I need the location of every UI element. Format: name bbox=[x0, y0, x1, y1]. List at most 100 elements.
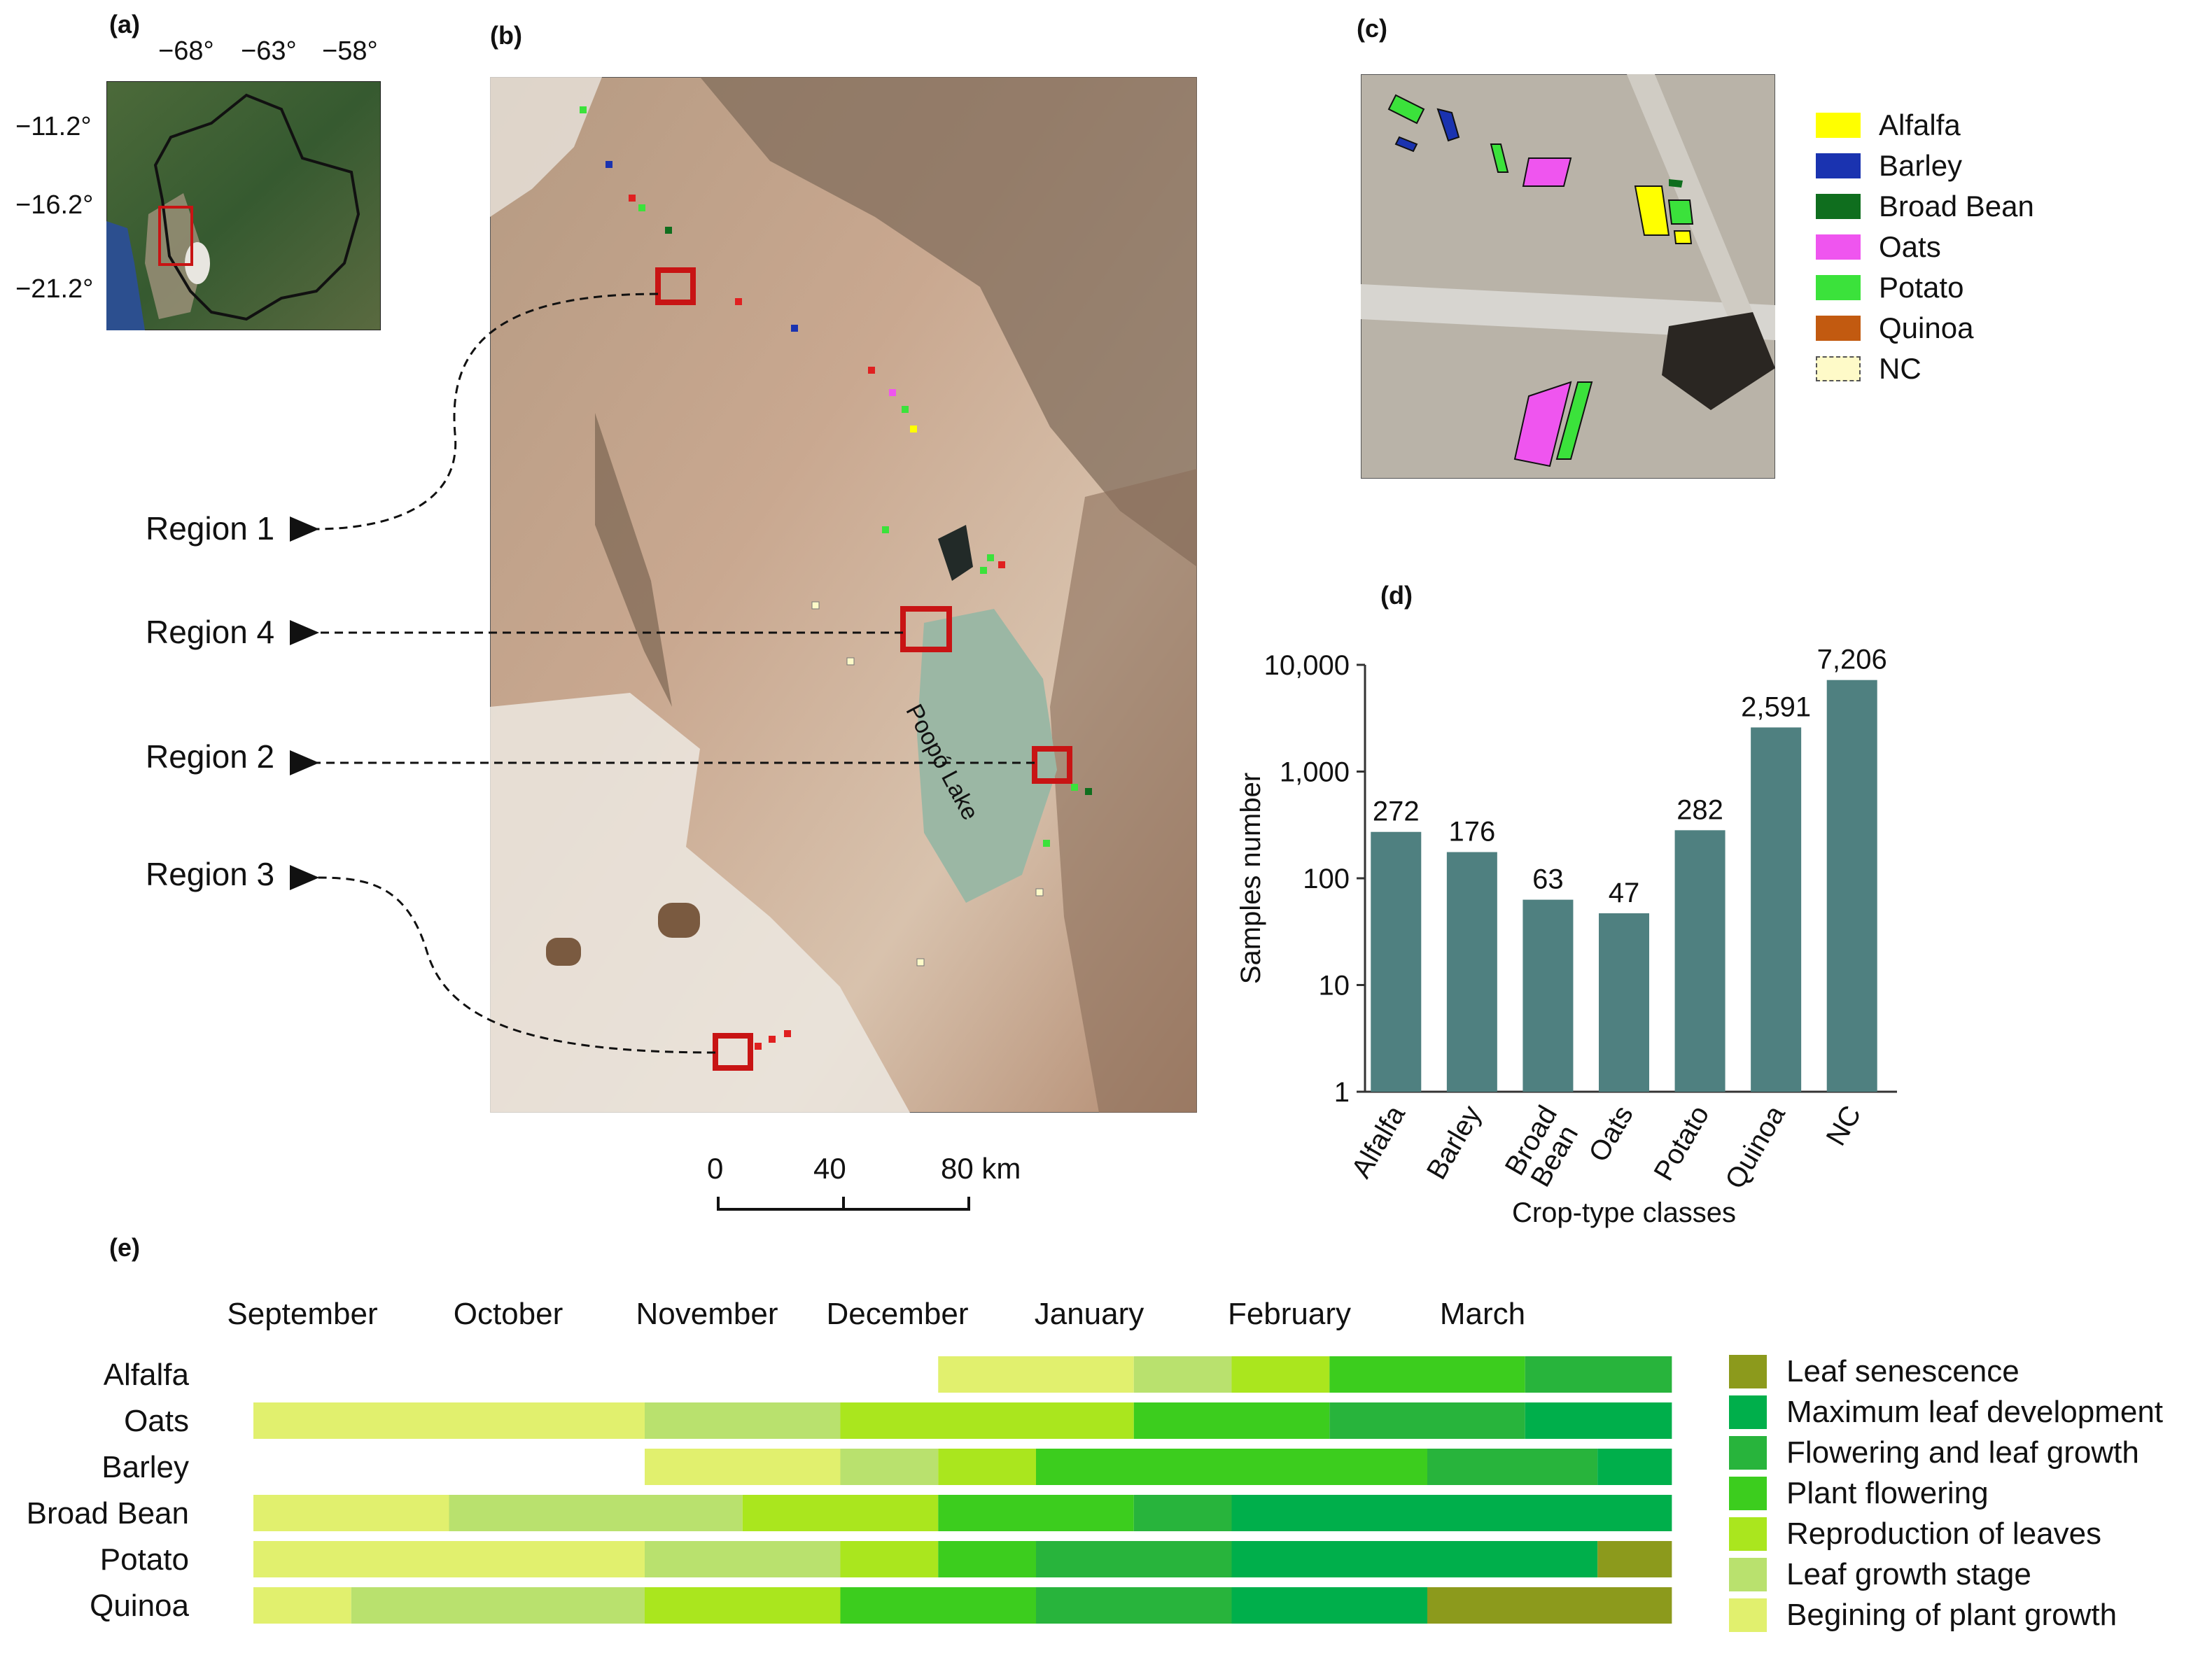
stage-segment bbox=[253, 1541, 645, 1577]
stage-segment bbox=[1597, 1449, 1672, 1485]
stage-segment bbox=[645, 1449, 841, 1485]
stage-legend-label: Plant flowering bbox=[1786, 1476, 1989, 1510]
stage-legend-label: Maximum leaf development bbox=[1786, 1395, 2163, 1429]
category-label: Alfalfa bbox=[1345, 1100, 1411, 1183]
field-oats-1 bbox=[1522, 157, 1572, 187]
stage-legend-swatch bbox=[1729, 1598, 1767, 1632]
field-potato-1 bbox=[1387, 94, 1425, 125]
legend-item: Potato bbox=[1816, 267, 2034, 308]
category-label: Oats bbox=[1583, 1101, 1639, 1167]
legend-swatch bbox=[1816, 234, 1861, 260]
lon-tick-68: −68° bbox=[158, 36, 214, 66]
sample-markers bbox=[580, 106, 1092, 1050]
stage-segment bbox=[840, 1541, 939, 1577]
month-label: December bbox=[827, 1297, 969, 1331]
field-potato-2 bbox=[1490, 143, 1509, 173]
panel-label-e: (e) bbox=[109, 1233, 140, 1262]
bar-value-label: 272 bbox=[1373, 796, 1420, 827]
legend-label: Broad Bean bbox=[1879, 190, 2034, 223]
scale-bar bbox=[717, 1197, 970, 1211]
stage-segment bbox=[1133, 1402, 1330, 1439]
bar bbox=[1522, 899, 1574, 1092]
legend-item: Quinoa bbox=[1816, 308, 2034, 349]
field-alfalfa-1 bbox=[1634, 185, 1670, 236]
bar bbox=[1446, 852, 1497, 1092]
region-2-label: Region 2 bbox=[146, 738, 275, 775]
bar bbox=[1826, 680, 1877, 1092]
stage-legend-swatch bbox=[1729, 1436, 1767, 1470]
stage-segment bbox=[938, 1356, 1134, 1393]
month-label: March bbox=[1440, 1297, 1525, 1331]
legend-swatch bbox=[1816, 153, 1861, 178]
crop-label: Potato bbox=[100, 1542, 189, 1577]
stage-legend-label: Leaf growth stage bbox=[1786, 1557, 2031, 1591]
stage-segment bbox=[840, 1402, 1134, 1439]
legend-label: Oats bbox=[1879, 230, 1941, 263]
field-potato-3 bbox=[1667, 199, 1694, 225]
bar-value-label: 63 bbox=[1532, 864, 1564, 895]
stage-segment bbox=[1525, 1356, 1672, 1393]
stage-segment bbox=[645, 1587, 841, 1624]
lat-tick-16: −16.2° bbox=[15, 190, 94, 220]
bar bbox=[1371, 831, 1422, 1092]
stage-segment bbox=[1036, 1541, 1232, 1577]
field-oats-2 bbox=[1513, 381, 1572, 467]
bar bbox=[1751, 727, 1802, 1092]
study-area-box bbox=[158, 206, 193, 266]
inset-map bbox=[106, 81, 381, 330]
y-tick-label: 10,000 bbox=[1264, 650, 1350, 681]
scale-tick-80: 80 km bbox=[941, 1152, 1021, 1185]
month-label: January bbox=[1035, 1297, 1144, 1331]
stage-segment bbox=[1231, 1495, 1672, 1531]
lat-tick-21: −21.2° bbox=[15, 274, 94, 304]
x-axis-title: Crop-type classes bbox=[1512, 1197, 1736, 1228]
stage-legend-swatch bbox=[1729, 1477, 1767, 1510]
bar bbox=[1674, 830, 1726, 1092]
y-tick-label: 100 bbox=[1303, 864, 1350, 894]
category-label: Barley bbox=[1421, 1101, 1488, 1185]
stage-segment bbox=[840, 1587, 1036, 1624]
stage-legend-label: Begining of plant growth bbox=[1786, 1598, 2117, 1632]
stage-legend-swatch bbox=[1729, 1395, 1767, 1429]
region-4-label: Region 4 bbox=[146, 614, 275, 650]
stage-segment bbox=[938, 1495, 1134, 1531]
month-label: November bbox=[636, 1297, 778, 1331]
stage-segment bbox=[449, 1495, 743, 1531]
y-tick-label: 1,000 bbox=[1280, 757, 1350, 788]
legend-item: Barley bbox=[1816, 146, 2034, 186]
stage-segment bbox=[1597, 1541, 1672, 1577]
poopo-lake bbox=[917, 609, 1057, 903]
stage-segment bbox=[1427, 1449, 1598, 1485]
crop-label: Broad Bean bbox=[27, 1496, 189, 1531]
stage-segment bbox=[938, 1541, 1036, 1577]
crop-label: Barley bbox=[102, 1450, 189, 1484]
region-3-label: Region 3 bbox=[146, 856, 275, 892]
stage-segment bbox=[351, 1587, 645, 1624]
stage-segment bbox=[253, 1495, 449, 1531]
stage-legend-swatch bbox=[1729, 1558, 1767, 1591]
legend-label: Barley bbox=[1879, 149, 1963, 182]
field-image bbox=[1361, 74, 1775, 479]
region-connectors bbox=[289, 293, 1035, 1054]
lon-tick-58: −58° bbox=[322, 36, 378, 66]
stage-segment bbox=[1036, 1449, 1427, 1485]
stage-segment bbox=[1329, 1402, 1525, 1439]
samples-bar-chart: 1101001,00010,000272Alfalfa176Barley63Br… bbox=[1236, 645, 1897, 1228]
legend-swatch bbox=[1816, 194, 1861, 219]
country-boundary bbox=[153, 93, 360, 321]
legend-swatch bbox=[1816, 275, 1861, 300]
bar-value-label: 282 bbox=[1676, 794, 1723, 825]
scale-tick-40: 40 bbox=[813, 1152, 846, 1185]
month-label: October bbox=[454, 1297, 564, 1331]
legend-item: Alfalfa bbox=[1816, 105, 2034, 146]
bar-value-label: 176 bbox=[1448, 817, 1495, 847]
stage-segment bbox=[1036, 1587, 1232, 1624]
legend-label: Alfalfa bbox=[1879, 108, 1961, 141]
panel-label-c: (c) bbox=[1357, 14, 1387, 43]
lon-tick-63: −63° bbox=[241, 36, 297, 66]
region-2-box bbox=[1032, 746, 1072, 784]
scale-tick-0: 0 bbox=[707, 1152, 724, 1185]
legend-item: NC bbox=[1816, 349, 2034, 389]
panel-label-b: (b) bbox=[490, 21, 522, 50]
phenology-chart: September October November December January F… bbox=[27, 1297, 2163, 1632]
